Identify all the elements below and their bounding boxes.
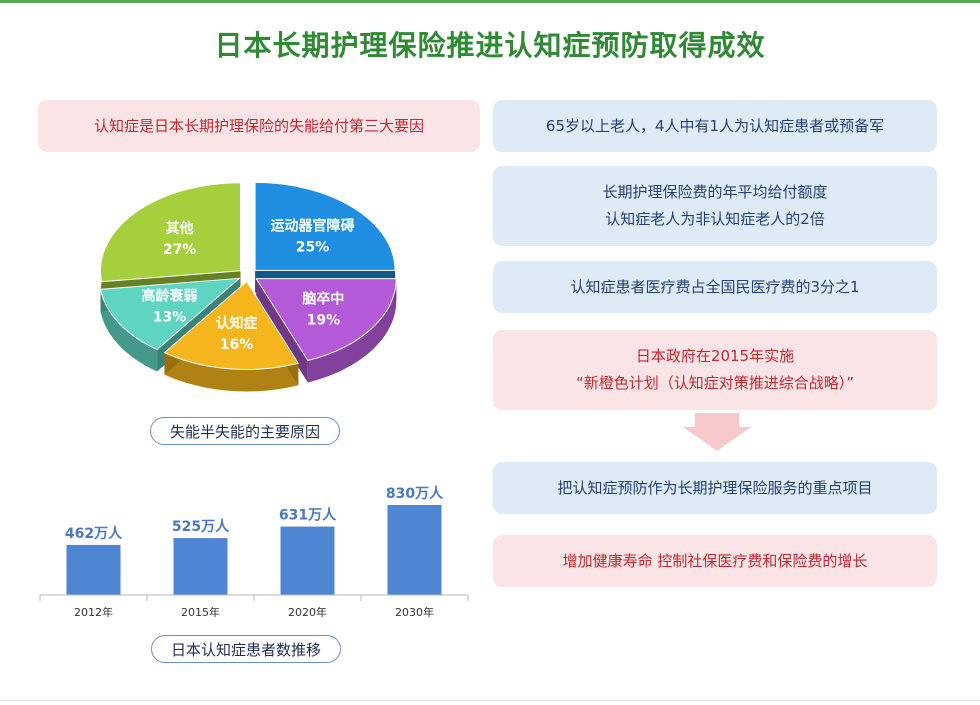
right-box-6: 增加健康寿命 控制社保医疗费和保险费的增长 (493, 535, 937, 587)
bar-value-label: 631万人 (279, 507, 337, 524)
pie-value-label: 25% (296, 239, 330, 255)
bar-2 (173, 538, 228, 595)
pie-label: 其他 (166, 220, 194, 237)
pie-label: 脑卒中 (302, 290, 344, 307)
left-cause-text: 认知症是日本长期护理保险的失能给付第三大要因 (93, 116, 424, 135)
bar-value-label: 525万人 (172, 518, 230, 535)
bar-category-label: 2015年 (181, 605, 220, 619)
right-box-4-line1: 日本政府在2015年实施 (635, 347, 795, 365)
pie-value-label: 16% (220, 337, 254, 353)
down-arrow-icon (683, 413, 751, 451)
pie-slice-side (307, 278, 397, 383)
pie-slice-2 (255, 278, 397, 362)
page-title: 日本长期护理保险推进认知症预防取得成效 (214, 29, 766, 62)
pie-chart: 运动器官障碍 25% 脑卒中 19% 认知症 16% 高龄衰弱 13% 其他 27% (99, 181, 397, 392)
pie-value-label: 19% (307, 312, 341, 328)
pie-slice-side (100, 289, 158, 372)
right-box-5: 把认知症预防作为长期护理保险服务的重点项目 (493, 462, 937, 514)
pie-label: 运动器官障碍 (270, 217, 354, 234)
pie-slice-1 (254, 181, 396, 271)
top-accent-line (0, 0, 980, 3)
bar-3 (280, 526, 335, 595)
pie-label: 高龄衰弱 (142, 287, 198, 304)
bar-category-label: 2012年 (74, 605, 113, 619)
right-box-4-line2: “新橙色计划（认知症对策推进综合战略）” (575, 374, 855, 392)
pie-caption: 失能半失能的主要原因 (150, 417, 340, 445)
bar-value-label: 830万人 (386, 485, 444, 502)
bar-4 (387, 505, 442, 595)
right-box-1-text: 65岁以上老人，4人中有1人为认知症患者或预备军 (545, 116, 885, 135)
left-cause-box: 认知症是日本长期护理保险的失能给付第三大要因 (38, 100, 480, 152)
right-box-1: 65岁以上老人，4人中有1人为认知症患者或预备军 (493, 100, 937, 152)
bar-caption: 日本认知症患者数推移 (151, 635, 341, 663)
right-box-2: 长期护理保险费的年平均给付额度 认知症老人为非认知症老人的2倍 (493, 166, 937, 246)
right-box-3: 认知症患者医疗费占全国民医疗费的3分之1 (493, 261, 937, 313)
bar-category-label: 2030年 (395, 605, 434, 619)
bar-chart: 462万人 2012年 525万人 2015年 631万人 2020年 830万人 2030年 (39, 485, 469, 619)
pie-slice-3 (163, 280, 300, 370)
pie-value-label: 13% (153, 309, 187, 325)
pie-value-label: 27% (163, 242, 197, 258)
pie-slice-side (164, 352, 299, 392)
pie-label: 认知症 (216, 315, 258, 332)
right-box-5-text: 把认知症预防作为长期护理保险服务的重点项目 (557, 478, 873, 497)
pie-slice-4 (99, 277, 241, 351)
pie-slice-wall (256, 278, 308, 383)
bar-value-label: 462万人 (65, 525, 123, 542)
bar-category-label: 2020年 (288, 605, 327, 619)
right-box-2-line2: 认知症老人为非认知症老人的2倍 (605, 210, 825, 228)
right-box-2-line1: 长期护理保险费的年平均给付额度 (602, 183, 828, 201)
right-box-4: 日本政府在2015年实施 “新橙色计划（认知症对策推进综合战略）” (493, 330, 937, 410)
right-box-6-text: 增加健康寿命 控制社保医疗费和保险费的增长 (562, 551, 868, 570)
pie-slice-5 (100, 182, 241, 283)
bar-1 (66, 544, 121, 595)
right-box-3-text: 认知症患者医疗费占全国民医疗费的3分之1 (570, 277, 860, 296)
bottom-divider (0, 700, 980, 701)
